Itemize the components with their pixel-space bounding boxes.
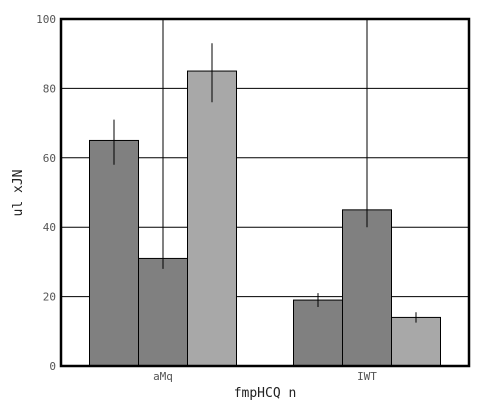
x-axis-title: fmpHCQ n xyxy=(234,386,297,401)
y-tick-label: 40 xyxy=(43,221,56,234)
y-axis-ticks: 0 20 40 60 80 100 xyxy=(36,13,56,373)
y-tick-label: 60 xyxy=(43,152,56,165)
bar xyxy=(187,70,237,367)
x-tick-label: aMq xyxy=(153,370,173,383)
bar xyxy=(89,139,139,367)
bar xyxy=(342,209,392,367)
x-tick-label: IWT xyxy=(357,370,377,383)
y-tick-label: 0 xyxy=(49,360,56,373)
bars xyxy=(89,70,441,367)
y-tick-label: 100 xyxy=(36,13,56,26)
bar xyxy=(138,257,188,367)
error-bars xyxy=(113,19,417,323)
y-tick-label: 80 xyxy=(43,82,56,95)
y-axis-title: ul xJN xyxy=(11,170,26,217)
bar xyxy=(293,299,343,367)
y-tick-label: 20 xyxy=(43,291,56,304)
bar xyxy=(391,316,441,367)
x-axis-ticks: aMq IWT xyxy=(153,370,377,383)
plot-frame xyxy=(59,17,471,368)
